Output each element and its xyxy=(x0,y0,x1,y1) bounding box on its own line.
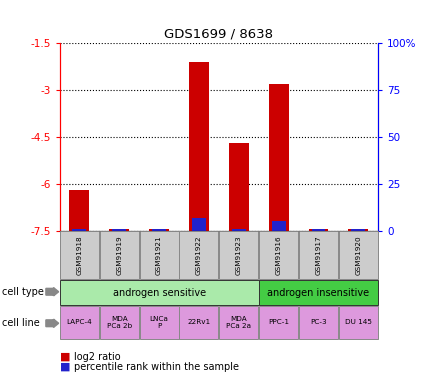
FancyBboxPatch shape xyxy=(139,306,178,339)
Text: GSM91917: GSM91917 xyxy=(315,235,321,275)
Text: GSM91920: GSM91920 xyxy=(355,235,361,275)
Bar xyxy=(351,229,366,231)
FancyBboxPatch shape xyxy=(339,231,378,279)
Text: androgen insensitive: androgen insensitive xyxy=(267,288,370,297)
Text: androgen sensitive: androgen sensitive xyxy=(113,288,206,297)
Bar xyxy=(229,143,249,231)
Text: log2 ratio: log2 ratio xyxy=(74,352,121,362)
Bar xyxy=(312,229,326,231)
FancyBboxPatch shape xyxy=(259,231,298,279)
Text: cell type: cell type xyxy=(2,287,44,297)
Bar xyxy=(69,190,89,231)
FancyBboxPatch shape xyxy=(100,306,139,339)
FancyBboxPatch shape xyxy=(259,306,298,339)
Text: GSM91923: GSM91923 xyxy=(236,235,242,275)
FancyBboxPatch shape xyxy=(299,231,338,279)
Bar xyxy=(112,229,126,231)
FancyBboxPatch shape xyxy=(100,231,139,279)
FancyBboxPatch shape xyxy=(60,231,99,279)
Text: 22Rv1: 22Rv1 xyxy=(187,320,210,326)
FancyBboxPatch shape xyxy=(60,306,99,339)
Text: MDA
PCa 2a: MDA PCa 2a xyxy=(226,316,251,329)
Text: DU 145: DU 145 xyxy=(345,320,372,326)
Bar xyxy=(269,84,289,231)
Text: LAPC-4: LAPC-4 xyxy=(67,320,92,326)
Bar xyxy=(348,229,368,231)
Text: GSM91922: GSM91922 xyxy=(196,235,202,275)
FancyBboxPatch shape xyxy=(219,231,258,279)
Text: GSM91919: GSM91919 xyxy=(116,235,122,275)
Text: LNCa
P: LNCa P xyxy=(150,316,169,329)
FancyBboxPatch shape xyxy=(60,280,259,305)
FancyBboxPatch shape xyxy=(219,306,258,339)
Text: GSM91921: GSM91921 xyxy=(156,235,162,275)
Text: cell line: cell line xyxy=(2,318,40,328)
Bar xyxy=(309,229,329,231)
Text: PPC-1: PPC-1 xyxy=(268,320,289,326)
Text: GSM91918: GSM91918 xyxy=(76,235,82,275)
Text: ■: ■ xyxy=(60,362,70,372)
Text: GSM91916: GSM91916 xyxy=(276,235,282,275)
FancyBboxPatch shape xyxy=(259,280,378,305)
Bar xyxy=(272,221,286,231)
Bar xyxy=(192,217,206,231)
Text: PC-3: PC-3 xyxy=(310,320,327,326)
Text: ■: ■ xyxy=(60,352,70,362)
Text: MDA
PCa 2b: MDA PCa 2b xyxy=(107,316,132,329)
Bar xyxy=(109,229,129,231)
FancyBboxPatch shape xyxy=(339,306,378,339)
Bar xyxy=(232,229,246,231)
Bar xyxy=(152,229,166,231)
Bar xyxy=(72,229,86,231)
Title: GDS1699 / 8638: GDS1699 / 8638 xyxy=(164,28,273,40)
Text: percentile rank within the sample: percentile rank within the sample xyxy=(74,362,239,372)
FancyBboxPatch shape xyxy=(179,231,218,279)
FancyBboxPatch shape xyxy=(299,306,338,339)
FancyBboxPatch shape xyxy=(179,306,218,339)
Bar xyxy=(189,62,209,231)
FancyBboxPatch shape xyxy=(139,231,178,279)
Bar xyxy=(149,229,169,231)
